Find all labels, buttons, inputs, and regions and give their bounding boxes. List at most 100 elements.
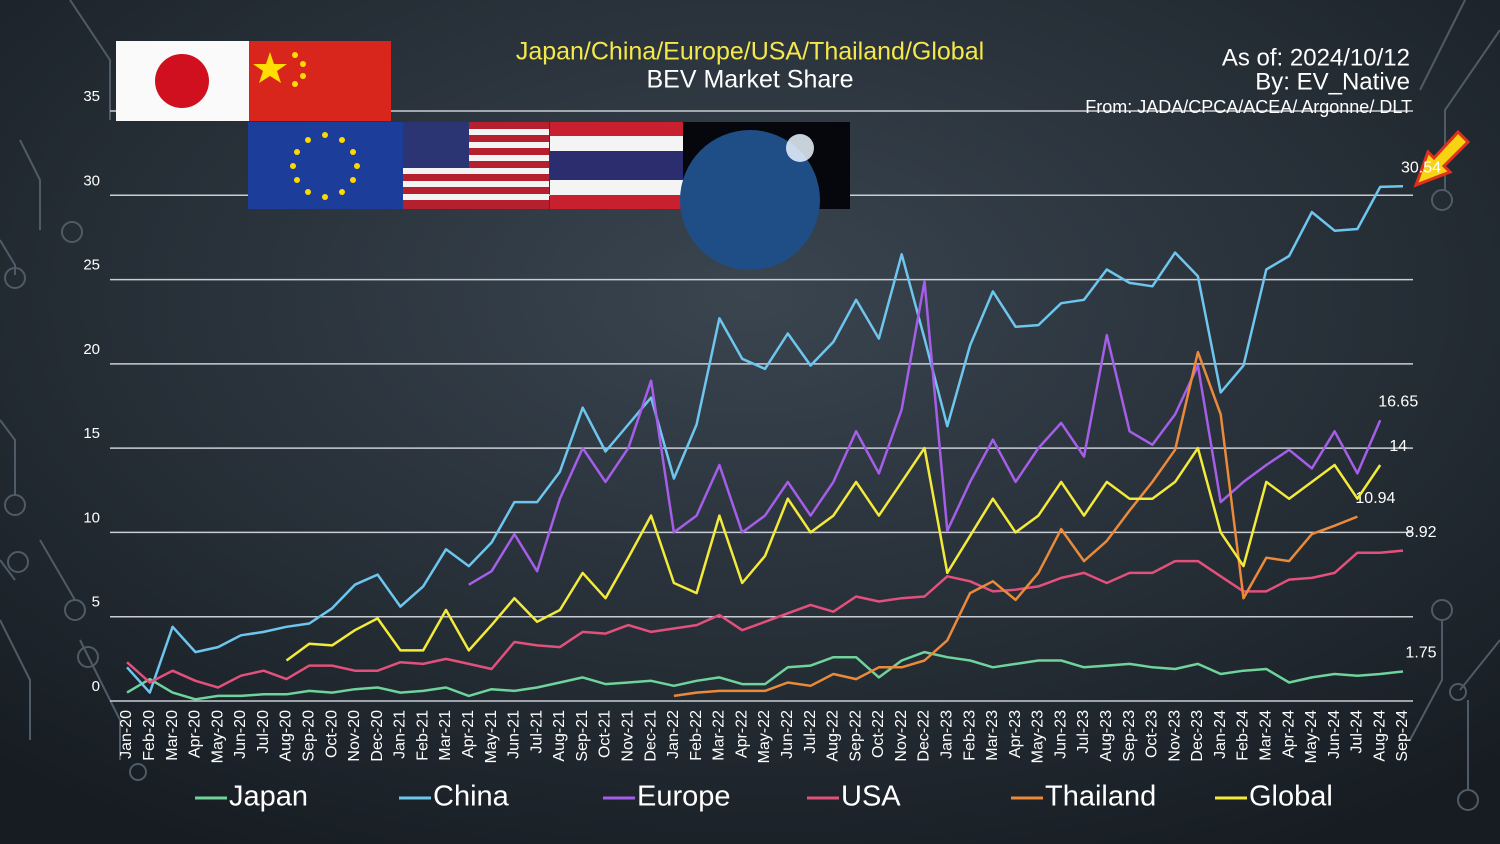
circuit-decoration	[0, 0, 1500, 811]
y-tick-label: 0	[92, 678, 100, 695]
x-tick-label: Sep-23	[1121, 710, 1138, 762]
x-tick-label: Apr-20	[187, 710, 204, 758]
y-tick-label: 20	[83, 341, 100, 358]
x-tick-label: Mar-20	[164, 710, 181, 761]
flag-thailand-red	[550, 195, 683, 209]
data-label: 16.65	[1378, 394, 1418, 411]
legend-label: Thailand	[1045, 781, 1156, 813]
legend-label: Global	[1249, 781, 1333, 813]
x-tick-label: Feb-20	[141, 710, 158, 761]
y-tick-label: 30	[83, 172, 100, 189]
x-tick-label: Sep-20	[301, 710, 318, 762]
x-tick-label: Apr-22	[733, 710, 750, 758]
flag-china-star	[300, 73, 306, 79]
x-tick-label: Feb-24	[1235, 710, 1252, 761]
flag-japan-disc	[155, 54, 209, 108]
x-tick-label: Sep-21	[574, 710, 591, 762]
flag-usa-stripes	[403, 129, 549, 200]
x-tick-label: Oct-22	[870, 710, 887, 758]
series-line	[126, 184, 1404, 694]
x-tick-label: Aug-22	[825, 710, 842, 762]
flag-china	[249, 41, 391, 121]
x-tick-label: Oct-20	[323, 710, 340, 758]
flag-thailand-red	[550, 122, 683, 136]
x-tick-label: May-24	[1303, 710, 1320, 763]
x-tick-label: Jun-21	[506, 710, 523, 759]
x-tick-label: Apr-24	[1280, 710, 1297, 758]
x-tick-label: Sep-24	[1394, 710, 1411, 762]
y-tick-label: 25	[83, 257, 100, 274]
x-tick-label: Oct-23	[1144, 710, 1161, 758]
x-tick-label: Jun-24	[1326, 710, 1343, 759]
x-tick-label: Jul-21	[528, 710, 545, 754]
data-label: 30.54	[1401, 159, 1441, 176]
x-tick-label: Aug-23	[1098, 710, 1115, 762]
series-line	[126, 650, 1404, 701]
y-tick-label: 35	[83, 88, 100, 105]
x-tick-label: Mar-23	[984, 710, 1001, 761]
x-tick-label: Jul-22	[802, 710, 819, 754]
x-tick-label: Feb-22	[688, 710, 705, 761]
x-tick-label: Feb-23	[961, 710, 978, 761]
x-tick-label: Jun-20	[232, 710, 249, 759]
data-label: 14	[1389, 438, 1407, 455]
data-label: 10.94	[1355, 490, 1395, 507]
y-tick-label: 10	[83, 509, 100, 526]
x-tick-label: Dec-21	[642, 710, 659, 762]
series-line	[468, 280, 1382, 586]
legend-label: Europe	[637, 781, 731, 813]
x-tick-label: Aug-24	[1371, 710, 1388, 762]
x-tick-label: Jul-24	[1349, 710, 1366, 754]
x-tick-label: Jun-22	[779, 710, 796, 759]
chart-title: Japan/China/Europe/USA/Thailand/Global	[516, 38, 984, 66]
flag-china-star	[300, 61, 306, 67]
series-line	[285, 446, 1382, 662]
x-tick-label: Aug-20	[278, 710, 295, 762]
flag-usa-canton	[403, 122, 469, 168]
series-line	[673, 350, 1358, 698]
globe-sun	[786, 134, 814, 162]
y-tick-label: 5	[92, 594, 100, 611]
legend-label: China	[433, 781, 510, 813]
data-label: 1.75	[1405, 645, 1436, 662]
flag-china-star	[292, 81, 298, 87]
flag-china-star	[253, 52, 287, 83]
x-tick-label: May-22	[756, 710, 773, 763]
x-tick-label: Nov-21	[620, 710, 637, 762]
x-tick-label: Mar-21	[437, 710, 454, 761]
x-tick-label: May-23	[1030, 710, 1047, 763]
flag-thailand-blue	[550, 151, 683, 180]
source: From: JADA/CPCA/ACEA/ Argonne/ DLT	[1085, 97, 1412, 117]
flag-china-star	[292, 52, 298, 58]
x-tick-label: Feb-21	[414, 710, 431, 761]
x-tick-label: Dec-20	[369, 710, 386, 762]
as-of: As of: 2024/10/12	[1222, 44, 1410, 71]
x-tick-label: Jan-20	[118, 710, 135, 759]
x-tick-label: May-20	[209, 710, 226, 763]
x-tick-label: Jan-23	[939, 710, 956, 759]
legend-label: USA	[841, 781, 901, 813]
x-tick-label: Jun-23	[1052, 710, 1069, 759]
arrow	[1413, 129, 1471, 188]
x-tick-label: Mar-24	[1258, 710, 1275, 761]
y-tick-label: 15	[83, 425, 100, 442]
x-tick-label: Dec-22	[916, 710, 933, 762]
x-tick-label: Jan-22	[665, 710, 682, 759]
x-tick-label: Nov-20	[346, 710, 363, 762]
x-tick-label: Nov-23	[1166, 710, 1183, 762]
x-tick-label: Jul-23	[1075, 710, 1092, 754]
x-tick-label: Aug-21	[551, 710, 568, 762]
globe	[680, 130, 820, 270]
data-label: 8.92	[1405, 524, 1436, 541]
chart-subtitle: BEV Market Share	[646, 66, 853, 94]
series-line	[126, 549, 1404, 689]
x-tick-label: May-21	[483, 710, 500, 763]
x-tick-label: Jan-21	[392, 710, 409, 759]
x-tick-label: Jul-20	[255, 710, 272, 754]
x-tick-label: Jan-24	[1212, 710, 1229, 759]
x-tick-label: Mar-22	[711, 710, 728, 761]
x-tick-label: Apr-23	[1007, 710, 1024, 758]
legend-label: Japan	[229, 781, 308, 813]
x-tick-label: Nov-22	[893, 710, 910, 762]
x-tick-label: Sep-22	[847, 710, 864, 762]
